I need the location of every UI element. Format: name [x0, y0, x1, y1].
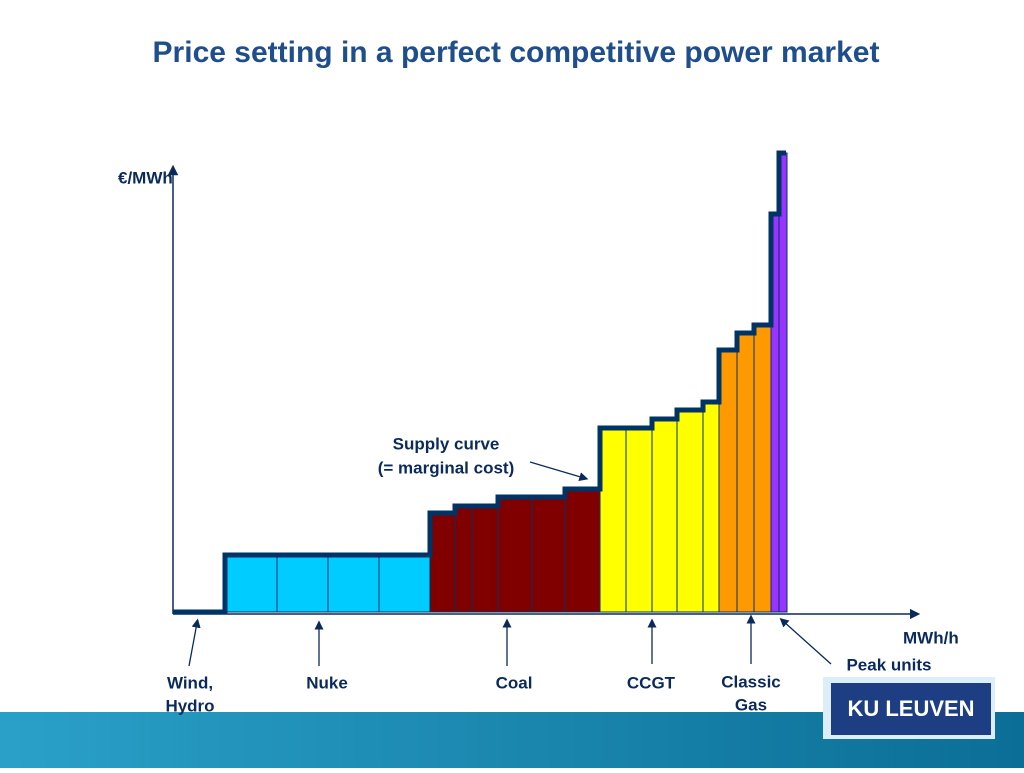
- technology-label: Hydro: [165, 696, 214, 715]
- technology-label: Coal: [496, 673, 533, 692]
- block: [327, 554, 380, 613]
- block: [276, 554, 329, 613]
- y-axis-label: €/MWh: [118, 168, 173, 187]
- blocks: [224, 152, 788, 613]
- block: [224, 554, 278, 613]
- block: [753, 324, 772, 613]
- supply-curve-label: Supply curve: [393, 434, 500, 453]
- technology-label: CCGT: [627, 673, 676, 692]
- technology-label: Nuke: [306, 673, 348, 692]
- block: [625, 427, 653, 613]
- block: [497, 496, 533, 613]
- block: [599, 427, 627, 613]
- block: [651, 418, 678, 613]
- technology-label: Classic: [721, 672, 781, 691]
- block: [676, 409, 704, 613]
- block: [778, 152, 788, 613]
- supply-curve: [173, 150, 786, 615]
- block: [378, 554, 431, 613]
- technology-label: Wind,: [167, 673, 213, 692]
- arrow: [779, 617, 832, 665]
- technology-labels: Wind, Hydro Nuke Coal CCGT Classic Gas Peak uni…: [165, 655, 931, 715]
- logo-text: KU LEUVEN: [847, 696, 974, 721]
- x-axis-label: MWh/h: [903, 628, 959, 647]
- block: [718, 349, 738, 613]
- title: Price setting in a perfect competitive p…: [153, 36, 880, 69]
- block: [454, 505, 473, 613]
- supply-curve-label: (= marginal cost): [378, 458, 515, 477]
- arrows: [188, 614, 832, 667]
- logo: [831, 683, 991, 735]
- block: [736, 332, 755, 613]
- block: [471, 505, 499, 613]
- arrow: [529, 461, 589, 482]
- technology-label: Peak units: [846, 655, 931, 674]
- block: [531, 496, 566, 613]
- block: [702, 401, 720, 613]
- arrow: [188, 618, 201, 667]
- block: [564, 488, 601, 613]
- block: [429, 512, 456, 613]
- technology-label: Gas: [735, 695, 767, 714]
